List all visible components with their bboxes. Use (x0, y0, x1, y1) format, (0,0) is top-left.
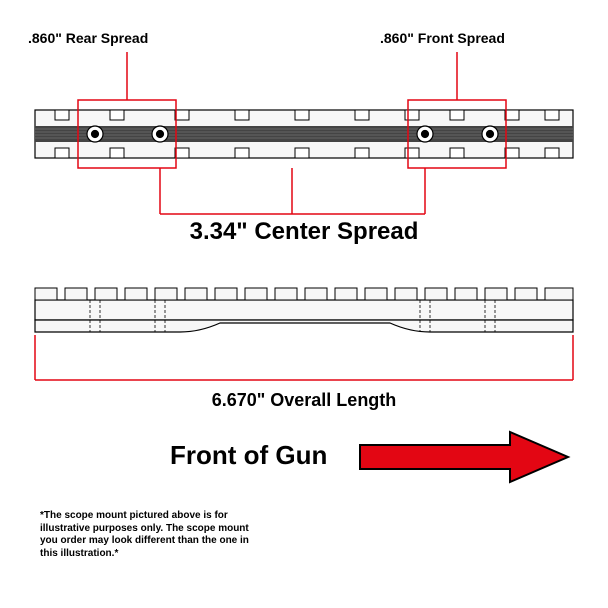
arrow-icon (360, 432, 568, 482)
diagram-svg (0, 0, 608, 608)
